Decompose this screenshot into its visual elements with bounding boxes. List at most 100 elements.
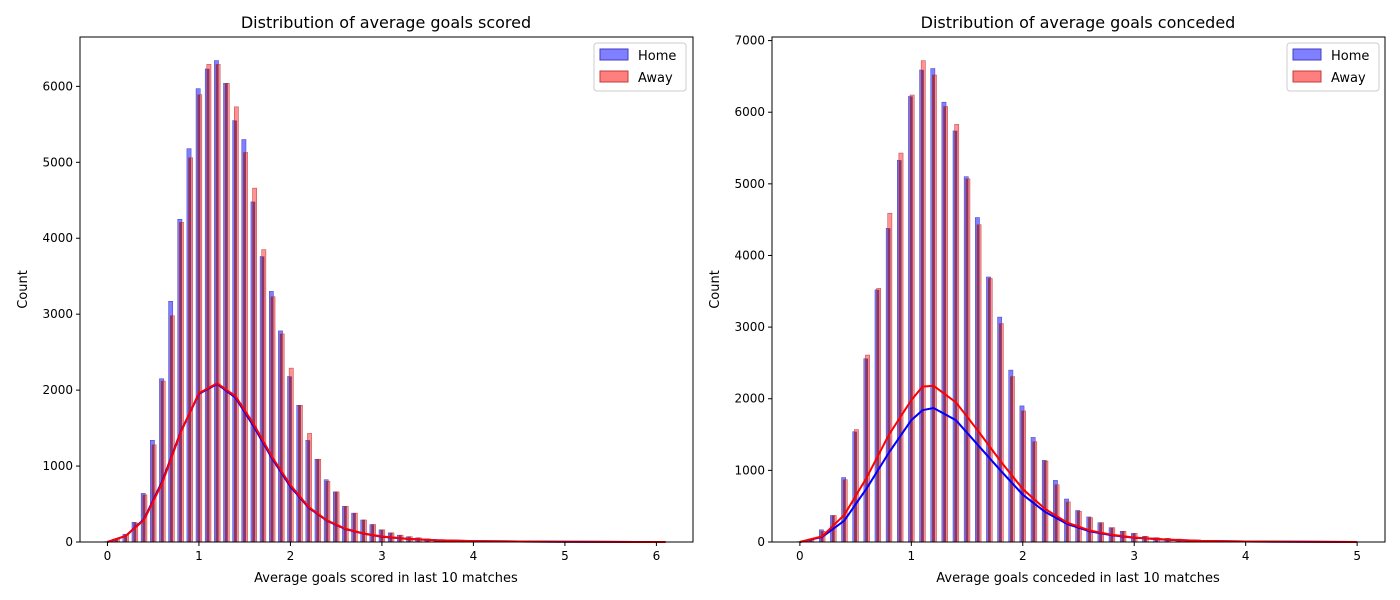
legend-label-home: Home — [638, 49, 676, 64]
bar-overlap — [1032, 441, 1036, 542]
bar-overlap — [270, 296, 274, 542]
bar-overlap — [161, 381, 164, 542]
x-tick-label: 2 — [287, 549, 295, 563]
axes-frame — [79, 36, 694, 543]
bar-overlap — [809, 539, 813, 542]
bar-overlap — [876, 289, 880, 542]
legend-swatch-away — [1292, 70, 1322, 83]
x-tick-label: 6 — [653, 549, 661, 563]
bar-overlap — [1054, 484, 1058, 542]
bar-overlap — [179, 222, 182, 543]
bar-overlap — [954, 130, 958, 542]
bar-overlap — [188, 157, 192, 542]
bar-overlap — [215, 64, 219, 542]
y-tick-label: 3000 — [42, 307, 73, 321]
legend-label-away: Away — [638, 71, 673, 86]
kde-line-away — [799, 384, 1358, 543]
bar-overlap — [170, 315, 173, 542]
plot-area — [104, 60, 666, 543]
bar-overlap — [371, 524, 375, 542]
y-tick-label: 4000 — [734, 248, 765, 262]
y-tick-label: 1000 — [42, 459, 73, 473]
bar-overlap — [151, 444, 155, 542]
x-tick-label: 5 — [561, 549, 569, 563]
axes-frame — [771, 36, 1386, 543]
bar-overlap — [334, 491, 338, 542]
bar-overlap — [261, 256, 265, 542]
x-tick-label: 4 — [1242, 549, 1250, 563]
y-tick-label: 5000 — [42, 155, 73, 169]
bar-overlap — [124, 534, 128, 542]
y-tick-label: 2000 — [42, 383, 73, 397]
bar-overlap — [316, 459, 320, 542]
bar-overlap — [279, 333, 283, 542]
y-tick-label: 5000 — [734, 177, 765, 191]
bar-overlap — [887, 228, 891, 543]
chart-title: Distribution of average goals conceded — [921, 13, 1236, 32]
x-tick-label: 0 — [104, 549, 112, 563]
bar-overlap — [252, 201, 256, 542]
y-axis-label: Count — [708, 270, 723, 309]
legend: Home Away — [593, 42, 687, 92]
x-tick-label: 2 — [1019, 549, 1027, 563]
legend-swatch-home — [1292, 48, 1322, 61]
bar-overlap — [1043, 461, 1047, 542]
bar-overlap — [921, 69, 924, 543]
bar-overlap — [289, 376, 292, 542]
bar-overlap — [362, 519, 365, 542]
y-tick-label: 4000 — [42, 231, 73, 245]
bar-overlap — [298, 405, 301, 542]
bar-overlap — [115, 538, 118, 542]
plot-area — [796, 60, 1358, 543]
kde-line-away — [107, 382, 666, 543]
bar-overlap — [865, 358, 869, 542]
legend-swatch-away — [599, 70, 629, 83]
bar-overlap — [988, 278, 991, 542]
legend-swatch-home — [599, 48, 629, 61]
y-tick-label: 6000 — [734, 105, 765, 119]
y-tick-label: 6000 — [42, 79, 73, 93]
bar-overlap — [943, 106, 947, 542]
x-tick-label: 1 — [195, 549, 203, 563]
x-tick-label: 1 — [907, 549, 915, 563]
bar-overlap — [197, 94, 201, 542]
y-tick-label: 1000 — [734, 463, 765, 477]
legend-label-away: Away — [1331, 71, 1366, 86]
y-tick-label: 7000 — [734, 34, 765, 48]
bar-overlap — [1010, 376, 1013, 542]
y-axis-label: Count — [16, 270, 31, 309]
bar-overlap — [854, 431, 857, 542]
bar-overlap — [976, 224, 980, 542]
legend: Home Away — [1286, 42, 1380, 92]
bar-overlap — [910, 96, 913, 542]
x-tick-label: 3 — [378, 549, 386, 563]
bar-overlap — [843, 479, 846, 542]
bar-overlap — [307, 440, 311, 542]
x-tick-label: 0 — [796, 549, 804, 563]
x-tick-label: 5 — [1353, 549, 1361, 563]
chart-title: Distribution of average goals scored — [241, 13, 531, 32]
bar-overlap — [206, 68, 210, 542]
legend-label-home: Home — [1331, 49, 1369, 64]
x-tick-label: 3 — [1130, 549, 1138, 563]
x-tick-label: 4 — [470, 549, 478, 563]
bar-overlap — [325, 481, 329, 542]
bar-overlap — [133, 523, 137, 542]
chart-goals-conceded: Distribution of average goals conceded A… — [708, 13, 1386, 586]
bar-overlap — [965, 178, 969, 543]
bar-overlap — [225, 83, 228, 543]
y-tick-label: 0 — [757, 535, 765, 549]
bar-overlap — [234, 120, 237, 542]
bar-overlap — [898, 160, 902, 542]
x-axis-label: Average goals scored in last 10 matches — [254, 571, 518, 586]
bar-overlap — [344, 506, 347, 542]
bar-overlap — [353, 513, 356, 542]
bar-overlap — [999, 323, 1002, 542]
y-tick-label: 3000 — [734, 320, 765, 334]
bar-overlap — [243, 152, 246, 542]
chart-goals-scored: Distribution of average goals scored Ave… — [16, 13, 694, 586]
bar-overlap — [1021, 410, 1025, 542]
y-tick-label: 0 — [65, 535, 73, 549]
bar-overlap — [932, 74, 935, 542]
